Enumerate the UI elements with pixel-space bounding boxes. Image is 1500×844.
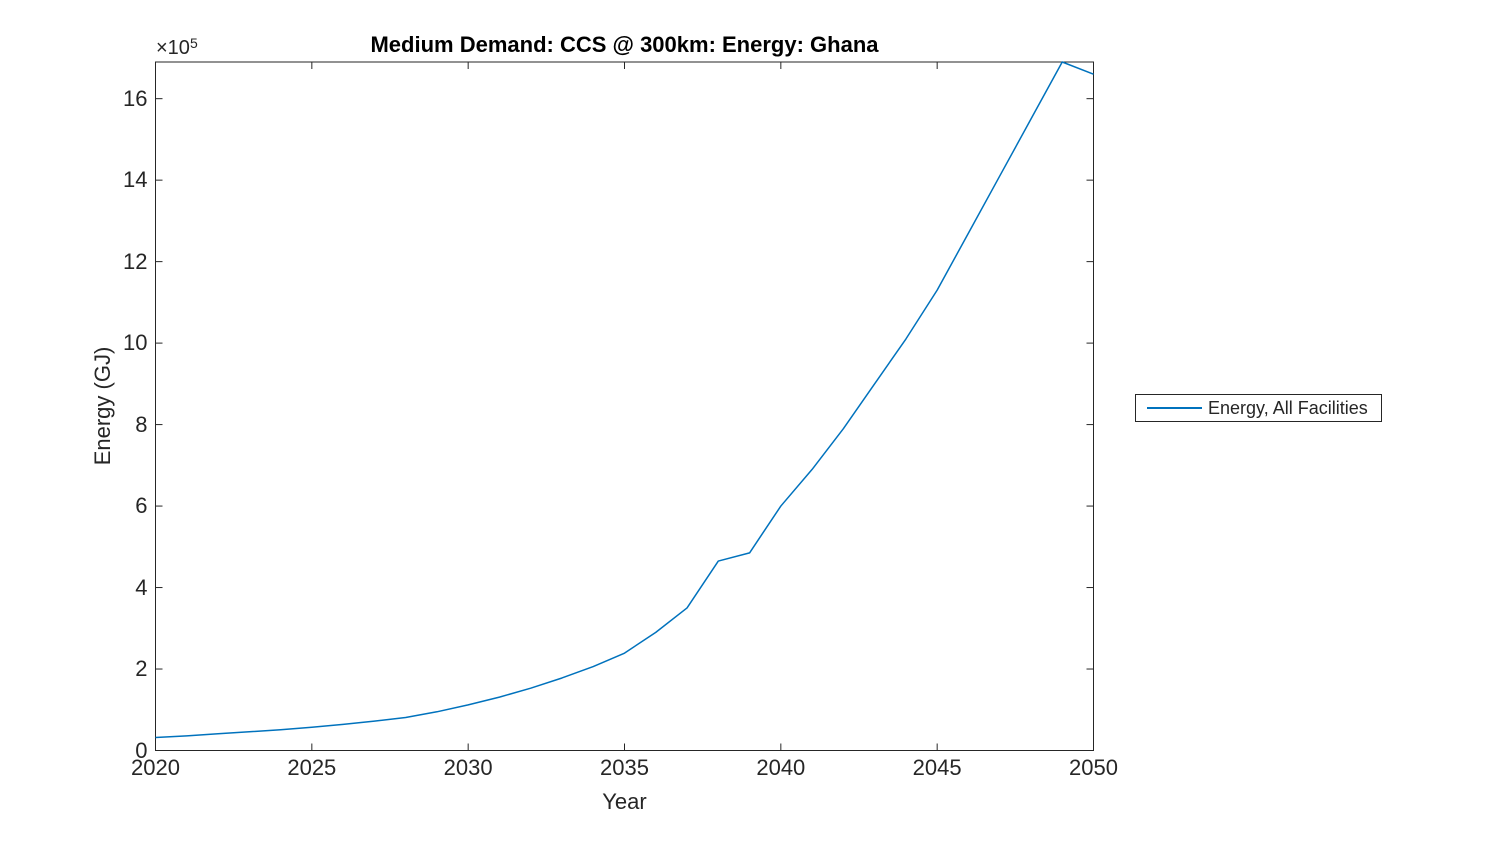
y-tick-label: 16 bbox=[123, 85, 148, 111]
x-axis-label: Year bbox=[602, 789, 647, 814]
x-tick-label: 2040 bbox=[756, 755, 806, 780]
y-tick-label: 0 bbox=[135, 737, 148, 763]
axes-box-and-ticks bbox=[155, 61, 1094, 751]
energy-line-series bbox=[155, 61, 1094, 739]
x-tick-label: 2025 bbox=[287, 755, 337, 780]
x-tick-label: 2035 bbox=[600, 755, 649, 780]
y-tick-label: 12 bbox=[123, 248, 148, 274]
x-tick-label: 2045 bbox=[912, 755, 962, 780]
y-tick-label: 4 bbox=[135, 574, 148, 600]
chart-title: Medium Demand: CCS @ 300km: Energy: Ghan… bbox=[370, 32, 879, 57]
plot-box bbox=[155, 61, 1094, 751]
legend-entry-label: Energy, All Facilities bbox=[1208, 398, 1368, 418]
legend-box: Energy, All Facilities bbox=[1135, 394, 1382, 422]
x-tick-label: 2030 bbox=[443, 755, 493, 780]
y-tick-label: 10 bbox=[123, 330, 148, 356]
y-axis-exponent-label: ×105 bbox=[156, 35, 198, 59]
x-tick-label: 2050 bbox=[1069, 755, 1118, 780]
y-tick-label: 8 bbox=[135, 411, 148, 437]
legend-line-sample bbox=[1147, 407, 1202, 409]
y-tick-label: 6 bbox=[135, 493, 148, 519]
series-line bbox=[155, 61, 1094, 739]
x-tick-label: 2020 bbox=[131, 755, 180, 780]
legend-entry: Energy, All Facilities bbox=[1136, 395, 1381, 421]
y-tick-label: 2 bbox=[135, 656, 148, 682]
y-tick-label: 14 bbox=[123, 167, 148, 193]
